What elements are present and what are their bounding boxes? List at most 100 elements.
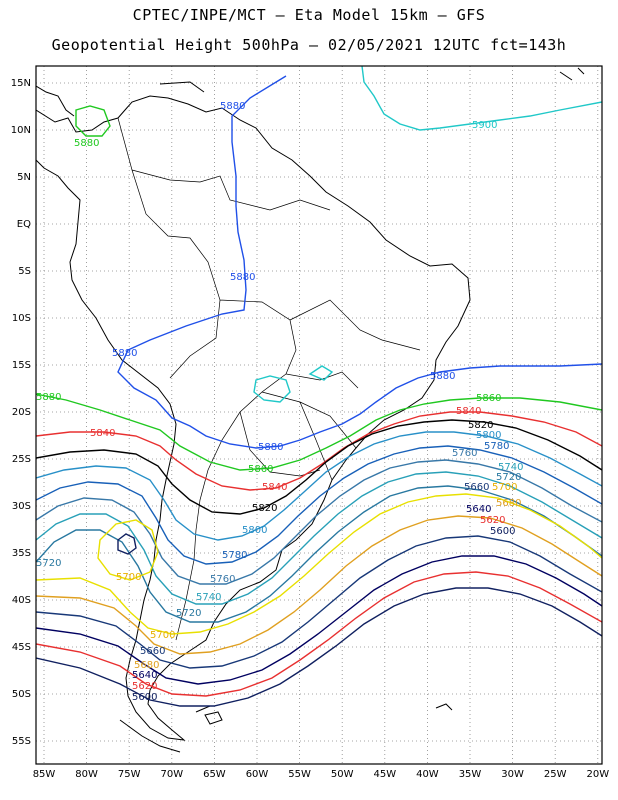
country-borders — [117, 117, 421, 641]
caribbean-island — [159, 81, 205, 93]
contour-5620-line — [36, 571, 602, 697]
lon-tick-label: 85W — [33, 769, 56, 780]
contour-5860-line — [36, 393, 602, 471]
south-georgia — [435, 703, 453, 711]
longitude-axis: 85W 80W 75W 70W 65W 60W 55W 50W 45W 40W 35W 30W 25W 2… — [33, 769, 610, 780]
label-5820: 5820 — [468, 420, 493, 431]
contour-5760-line — [36, 459, 602, 585]
label-5640: 5640 — [466, 504, 491, 515]
label-5840: 5840 — [456, 406, 481, 417]
label-5820: 5820 — [252, 503, 277, 514]
map-subtitle: Geopotential Height 500hPa – 02/05/2021 … — [51, 36, 567, 54]
lat-tick-label: 50S — [12, 689, 31, 700]
label-5880: 5880 — [74, 138, 99, 149]
lon-tick-label: 50W — [331, 769, 354, 780]
label-5660: 5660 — [464, 482, 489, 493]
label-5860: 5860 — [248, 464, 273, 475]
plot-frame — [35, 65, 603, 765]
label-5880: 5880 — [220, 101, 245, 112]
lat-tick-label: 25S — [12, 454, 31, 465]
label-5840: 5840 — [90, 428, 115, 439]
lat-tick-label: 55S — [12, 736, 31, 747]
label-5740: 5740 — [498, 462, 523, 473]
lat-tick-label: 15S — [12, 360, 31, 371]
label-5880: 5880 — [36, 392, 61, 403]
southern-tip — [119, 705, 211, 753]
lat-tick-label: 30S — [12, 501, 31, 512]
label-5680: 5680 — [134, 660, 159, 671]
label-5660: 5660 — [140, 646, 165, 657]
lon-tick-label: 55W — [288, 769, 311, 780]
contour-5600-loop — [117, 533, 137, 555]
label-5800: 5800 — [242, 525, 267, 536]
lon-tick-label: 20W — [586, 769, 609, 780]
label-5740: 5740 — [196, 592, 221, 603]
lat-tick-label: 15N — [11, 78, 31, 89]
label-5800: 5800 — [476, 430, 501, 441]
label-5600: 5600 — [132, 692, 157, 703]
lat-tick-label: 5S — [18, 266, 31, 277]
lon-tick-label: 45W — [373, 769, 396, 780]
latitude-axis: 15N 10N 5N EQ 5S 10S 15S 20S 25S 30S 35S 40S 45S 50S 5… — [11, 78, 31, 747]
islands-east — [559, 67, 585, 81]
contour-5700-line — [36, 493, 602, 635]
label-5880: 5880 — [258, 442, 283, 453]
contour-5880-line — [117, 75, 602, 449]
contour-5800-line — [36, 431, 602, 541]
label-5620: 5620 — [132, 681, 157, 692]
lon-tick-label: 70W — [160, 769, 183, 780]
lon-tick-label: 60W — [246, 769, 269, 780]
lon-tick-label: 35W — [459, 769, 482, 780]
contour-5660-line — [36, 535, 602, 669]
label-5880: 5880 — [430, 371, 455, 382]
contour-5900-line — [361, 66, 602, 131]
label-5680: 5680 — [496, 498, 521, 509]
contour-5600-line — [36, 587, 602, 707]
contour-5900-loop-small — [308, 365, 334, 381]
south-america-coastline — [36, 95, 471, 741]
lat-tick-label: EQ — [17, 219, 31, 230]
lat-tick-label: 40S — [12, 595, 31, 606]
label-5720: 5720 — [176, 608, 201, 619]
lon-tick-label: 75W — [118, 769, 141, 780]
label-5640: 5640 — [132, 670, 157, 681]
label-5700: 5700 — [150, 630, 175, 641]
contour-5700-loop — [97, 519, 159, 581]
label-5620: 5620 — [480, 515, 505, 526]
contour-5680-line — [36, 515, 602, 655]
lat-tick-label: 5N — [17, 172, 31, 183]
lat-tick-label: 45S — [12, 642, 31, 653]
label-5600: 5600 — [490, 526, 515, 537]
contour-5740-line — [36, 471, 602, 605]
lon-tick-label: 40W — [416, 769, 439, 780]
label-5900: 5900 — [472, 120, 497, 131]
label-5860: 5860 — [476, 393, 501, 404]
graticule-grid — [36, 66, 602, 764]
contour-5840-line — [36, 411, 602, 491]
label-5780: 5780 — [484, 441, 509, 452]
label-5720: 5720 — [496, 472, 521, 483]
contour-5820-line — [36, 419, 602, 515]
label-5840: 5840 — [262, 482, 287, 493]
contour-5780-line — [36, 445, 602, 565]
label-5780: 5780 — [222, 550, 247, 561]
contour-5900-loop — [253, 375, 291, 403]
map-title: CPTEC/INPE/MCT – Eta Model 15km – GFS — [132, 6, 486, 24]
lon-tick-label: 30W — [501, 769, 524, 780]
label-5720: 5720 — [36, 558, 61, 569]
lon-tick-label: 65W — [203, 769, 226, 780]
lat-tick-label: 20S — [12, 407, 31, 418]
label-5760: 5760 — [210, 574, 235, 585]
label-5700: 5700 — [492, 482, 517, 493]
central-america-coastline — [36, 85, 75, 117]
label-5880: 5880 — [112, 348, 137, 359]
lat-tick-label: 35S — [12, 548, 31, 559]
label-5880: 5880 — [230, 272, 255, 283]
falklands — [204, 711, 223, 725]
lat-tick-label: 10S — [12, 313, 31, 324]
contour-5640-line — [36, 555, 602, 685]
lon-tick-label: 80W — [75, 769, 98, 780]
lon-tick-label: 25W — [544, 769, 567, 780]
lat-tick-label: 10N — [11, 125, 31, 136]
